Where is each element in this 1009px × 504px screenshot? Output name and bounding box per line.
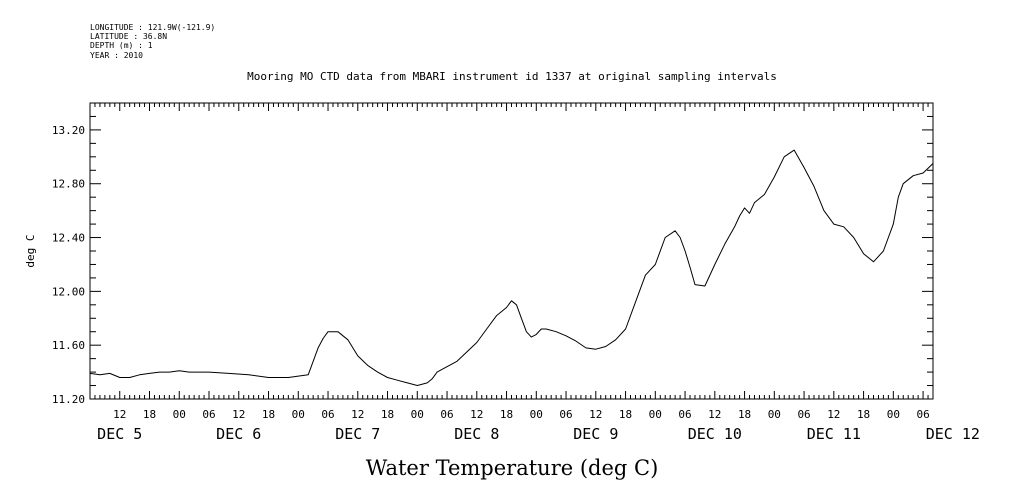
x-day-label: DEC 9 <box>573 425 618 443</box>
x-hour-label: 18 <box>500 408 513 421</box>
x-day-label: DEC 8 <box>454 425 499 443</box>
x-hour-label: 00 <box>530 408 543 421</box>
x-day-label: DEC 5 <box>97 425 142 443</box>
x-hour-label: 12 <box>589 408 602 421</box>
y-tick-label: 11.60 <box>52 339 85 352</box>
x-day-label: DEC 12 <box>926 425 980 443</box>
x-day-label: DEC 11 <box>807 425 861 443</box>
x-hour-label: 18 <box>738 408 751 421</box>
chart-title: Mooring MO CTD data from MBARI instrumen… <box>247 70 777 83</box>
x-hour-label: 06 <box>321 408 334 421</box>
x-hour-label: 12 <box>827 408 840 421</box>
y-tick-label: 13.20 <box>52 124 85 137</box>
x-day-label: DEC 10 <box>688 425 742 443</box>
x-hour-label: 06 <box>916 408 929 421</box>
x-hour-label: 12 <box>113 408 126 421</box>
x-axis-title: Water Temperature (deg C) <box>366 456 659 480</box>
x-hour-label: 18 <box>262 408 275 421</box>
y-axis-label: deg C <box>24 234 37 267</box>
x-hour-label: 06 <box>797 408 810 421</box>
meta-longitude: LONGITUDE : 121.9W(-121.9) <box>90 23 215 32</box>
x-hour-label: 00 <box>411 408 424 421</box>
x-hour-label: 12 <box>708 408 721 421</box>
x-day-label: DEC 7 <box>335 425 380 443</box>
x-day-label: DEC 6 <box>216 425 261 443</box>
series-layer <box>89 149 934 386</box>
y-tick-label: 12.80 <box>52 178 85 191</box>
x-hour-label: 18 <box>143 408 156 421</box>
meta-year: YEAR : 2010 <box>90 51 143 60</box>
x-hour-label: 00 <box>292 408 305 421</box>
y-tick-label: 12.00 <box>52 285 85 298</box>
x-hour-label: 18 <box>857 408 870 421</box>
y-axis: 11.20 11.60 12.00 12.40 12.80 13.20 <box>52 102 933 406</box>
x-hour-label: 00 <box>768 408 781 421</box>
y-tick-label: 12.40 <box>52 232 85 245</box>
x-hour-label: 06 <box>559 408 572 421</box>
x-hour-label: 06 <box>678 408 691 421</box>
x-hour-label: 18 <box>619 408 632 421</box>
y-tick-label: 11.20 <box>52 393 85 406</box>
x-hour-label: 12 <box>351 408 364 421</box>
series-line-water-temperature <box>89 149 934 386</box>
x-axis: 12 18 00 06 12 18 00 06 12 18 00 06 12 18 00 06 12 18 00 06… <box>89 103 980 443</box>
x-hour-label: 00 <box>173 408 186 421</box>
x-hour-label: 12 <box>470 408 483 421</box>
plot-frame <box>89 102 934 400</box>
x-hour-label: 12 <box>232 408 245 421</box>
meta-latitude: LATITUDE : 36.8N <box>90 32 167 41</box>
x-hour-label: 06 <box>202 408 215 421</box>
x-hour-label: 18 <box>381 408 394 421</box>
x-hour-label: 00 <box>887 408 900 421</box>
meta-depth: DEPTH (m) : 1 <box>90 41 153 50</box>
x-hour-label: 00 <box>649 408 662 421</box>
x-hour-label: 06 <box>440 408 453 421</box>
